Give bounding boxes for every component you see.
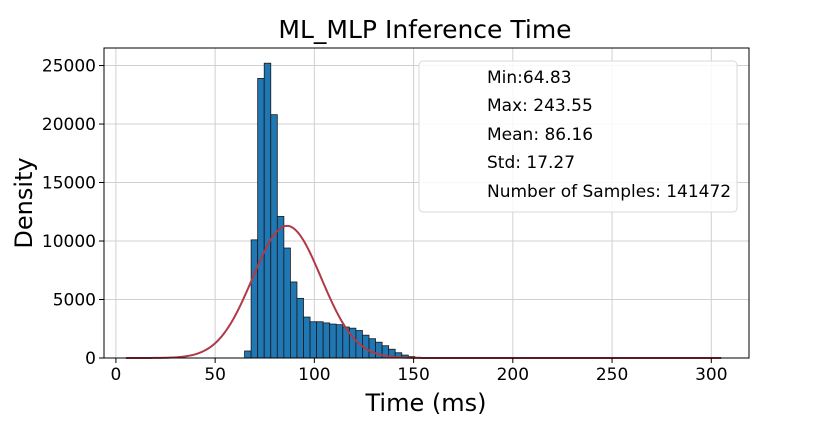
histogram-bar (335, 324, 344, 359)
histogram-bar (257, 78, 265, 359)
stat-mean: Mean: 86.16 (487, 125, 593, 145)
x-tick-label: 300 (695, 365, 727, 385)
y-tick-label: 20000 (42, 115, 96, 135)
y-tick-label: 15000 (42, 174, 96, 194)
x-axis-label: Time (ms) (365, 389, 487, 417)
stats-legend-box: Min:64.83 Max: 243.55 Mean: 86.16 Std: 1… (418, 60, 738, 213)
histogram-bar (276, 216, 285, 359)
stat-min: Min:64.83 (487, 68, 572, 88)
y-tick-label: 10000 (42, 232, 96, 252)
x-tick-label: 100 (298, 365, 330, 385)
x-tick-label: 0 (110, 365, 121, 385)
x-tick-label: 50 (204, 365, 226, 385)
histogram-bar (309, 321, 318, 359)
y-tick-label: 5000 (53, 291, 96, 311)
histogram-bar (322, 322, 331, 359)
y-tick-label: 0 (85, 349, 96, 369)
histogram-bar (296, 297, 304, 359)
stats-box-background (418, 60, 738, 213)
histogram-bar (290, 281, 298, 359)
histogram-bar (283, 247, 291, 359)
x-tick-label: 250 (596, 365, 628, 385)
y-axis-label: Density (10, 157, 38, 248)
histogram-bar (368, 338, 376, 359)
histogram-bar (329, 323, 337, 359)
y-tick-label: 25000 (42, 57, 96, 77)
histogram-bars (244, 62, 429, 359)
histogram-bar (244, 350, 252, 359)
histogram-bar (263, 62, 272, 359)
histogram-bar (303, 316, 311, 359)
x-tick-label: 150 (397, 365, 429, 385)
histogram-bar (316, 321, 324, 359)
x-axis-ticks: 0 50 100 150 200 250 300 (110, 358, 728, 385)
plot-frame (103, 47, 750, 359)
histogram-bar (250, 239, 259, 359)
y-axis-ticks: 0 5000 10000 15000 20000 25000 (42, 57, 104, 369)
x-tick-label: 200 (497, 365, 529, 385)
stat-sample-count: Number of Samples: 141472 (487, 182, 731, 202)
stat-std: Std: 17.27 (487, 153, 575, 173)
chart-title: ML_MLP Inference Time (278, 15, 571, 44)
stat-max: Max: 243.55 (487, 96, 593, 116)
